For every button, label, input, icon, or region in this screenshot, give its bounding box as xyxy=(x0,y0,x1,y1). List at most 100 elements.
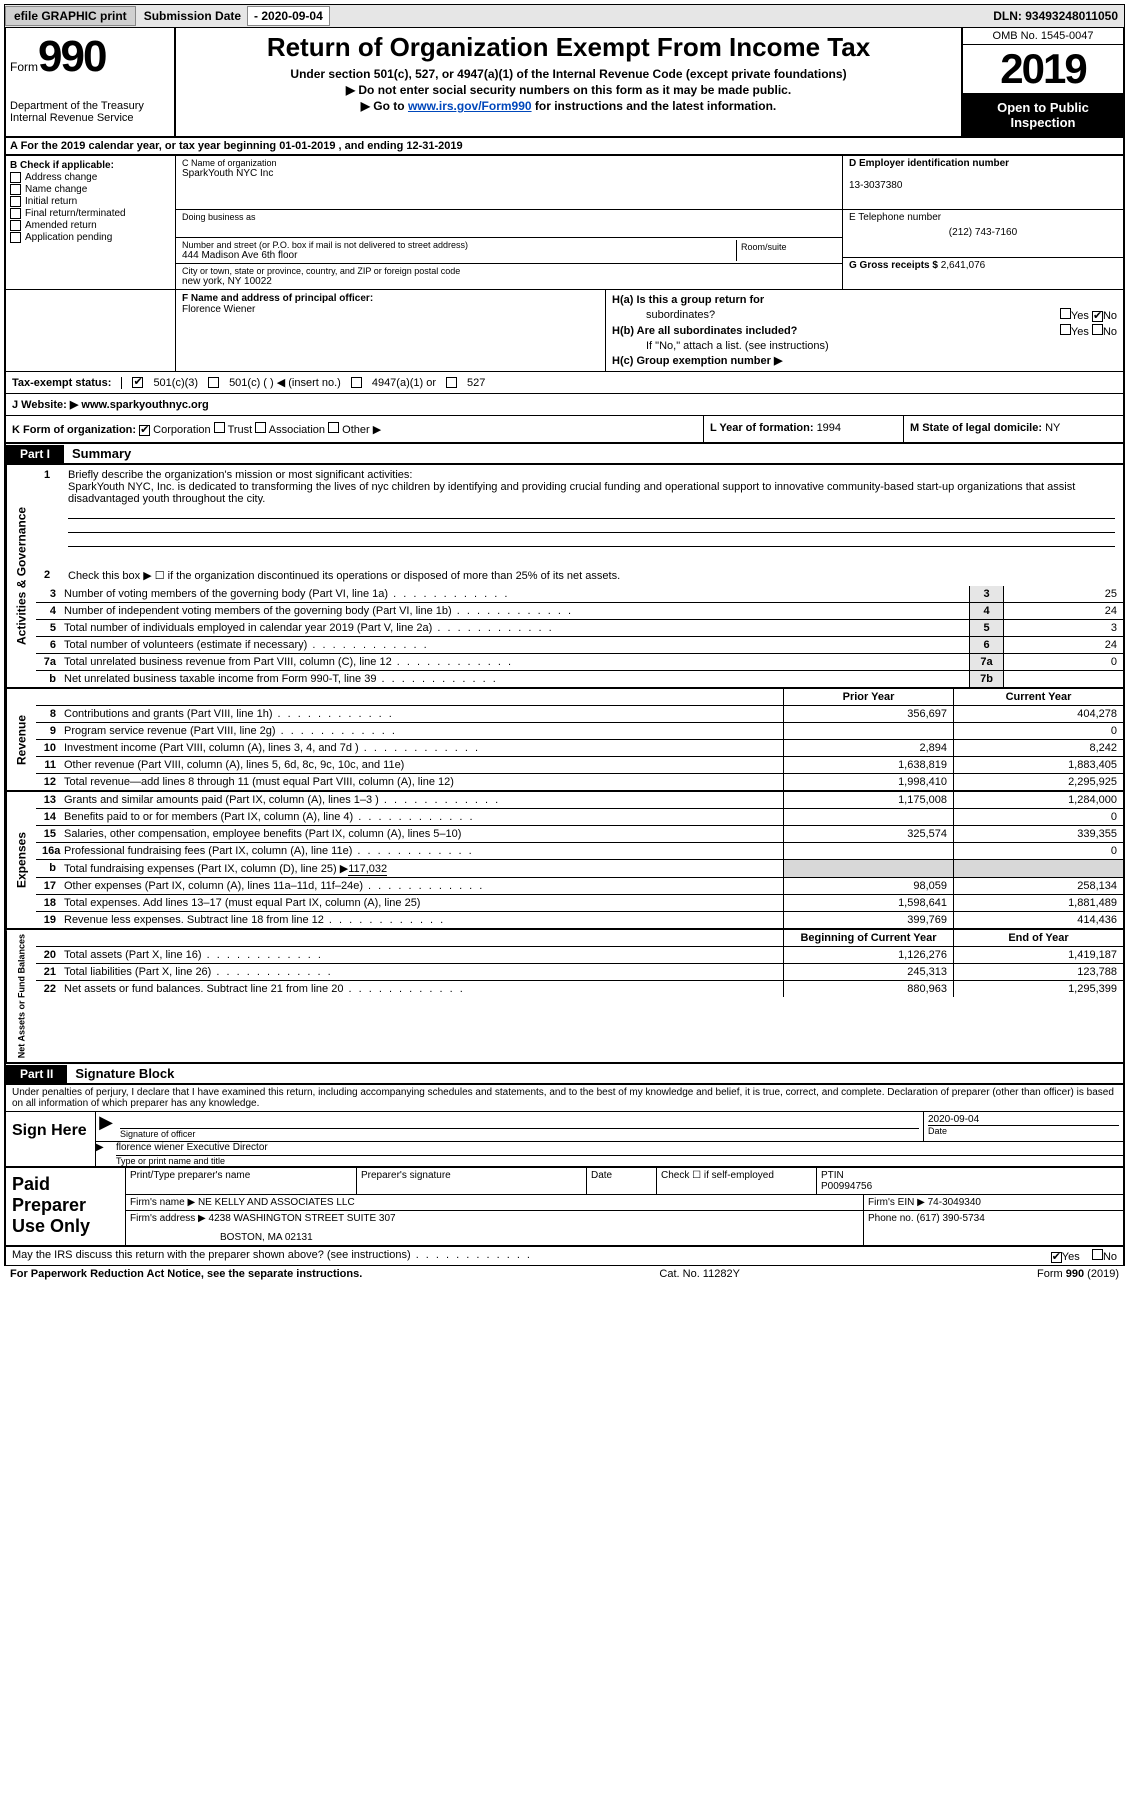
addr-label: Number and street (or P.O. box if mail i… xyxy=(182,240,736,250)
org-city: new york, NY 10022 xyxy=(182,276,836,287)
line14-curr: 0 xyxy=(953,809,1123,825)
form-title: Return of Organization Exempt From Incom… xyxy=(180,32,957,63)
checkbox-discuss-yes[interactable] xyxy=(1051,1252,1062,1263)
line19-curr: 414,436 xyxy=(953,912,1123,928)
line16a-prior xyxy=(783,843,953,859)
part1-tag: Part I xyxy=(6,445,64,463)
signer-name: florence wiener Executive Director xyxy=(116,1142,1123,1153)
line8-label: Contributions and grants (Part VIII, lin… xyxy=(62,706,783,722)
firm-phone-label: Phone no. xyxy=(868,1213,916,1224)
form-word: Form xyxy=(10,60,38,74)
lbl-address-change: Address change xyxy=(25,172,97,183)
sign-here-label: Sign Here xyxy=(6,1112,96,1166)
line18-curr: 1,881,489 xyxy=(953,895,1123,911)
lbl-501c3: 501(c)(3) xyxy=(153,377,198,389)
line10-label: Investment income (Part VIII, column (A)… xyxy=(62,740,783,756)
checkbox-ha-no[interactable] xyxy=(1092,311,1103,322)
part2-title: Signature Block xyxy=(67,1064,182,1083)
hdr-end-year: End of Year xyxy=(953,930,1123,946)
side-activities-governance: Activities & Governance xyxy=(6,465,36,687)
line22-label: Net assets or fund balances. Subtract li… xyxy=(62,981,783,997)
checkbox-corp[interactable] xyxy=(139,425,150,436)
checkbox-hb-yes[interactable] xyxy=(1060,324,1071,335)
line9-prior xyxy=(783,723,953,739)
line21-label: Total liabilities (Part X, line 26) xyxy=(62,964,783,980)
form-number: 990 xyxy=(38,32,105,82)
i-label: Tax-exempt status: xyxy=(12,377,122,389)
line9-label: Program service revenue (Part VIII, line… xyxy=(62,723,783,739)
checkbox-amended[interactable] xyxy=(10,220,21,231)
line8-curr: 404,278 xyxy=(953,706,1123,722)
form-header: Form 990 Department of the Treasury Inte… xyxy=(4,28,1125,138)
checkbox-application-pending[interactable] xyxy=(10,232,21,243)
checkbox-other[interactable] xyxy=(328,422,339,433)
ptin-value: P00994756 xyxy=(821,1181,872,1192)
room-label: Room/suite xyxy=(736,240,836,261)
checkbox-hb-no[interactable] xyxy=(1092,324,1103,335)
arrow-icon: ▶ xyxy=(96,1112,116,1141)
firm-ein-label: Firm's EIN ▶ xyxy=(868,1197,928,1208)
hc-label: H(c) Group exemption number ▶ xyxy=(612,354,782,367)
part1-title: Summary xyxy=(64,444,139,463)
line19-prior: 399,769 xyxy=(783,912,953,928)
checkbox-address-change[interactable] xyxy=(10,172,21,183)
checkbox-name-change[interactable] xyxy=(10,184,21,195)
checkbox-assoc[interactable] xyxy=(255,422,266,433)
tel-value: (212) 743-7160 xyxy=(849,227,1117,238)
firm-name-label: Firm's name ▶ xyxy=(130,1197,198,1208)
checkbox-ha-yes[interactable] xyxy=(1060,308,1071,319)
dln: DLN: 93493248011050 xyxy=(987,7,1124,25)
line16b-prior xyxy=(783,860,953,877)
cat-no: Cat. No. 11282Y xyxy=(659,1268,740,1280)
line12-curr: 2,295,925 xyxy=(953,774,1123,790)
ein-value: 13-3037380 xyxy=(849,180,902,191)
line7a-value: 0 xyxy=(1003,654,1123,670)
line22-curr: 1,295,399 xyxy=(953,981,1123,997)
efile-print-button[interactable]: efile GRAPHIC print xyxy=(5,6,136,26)
checkbox-initial-return[interactable] xyxy=(10,196,21,207)
checkbox-501c3[interactable] xyxy=(132,377,143,388)
line16a-label: Professional fundraising fees (Part IX, … xyxy=(62,843,783,859)
firm-ein: 74-3049340 xyxy=(928,1197,981,1208)
f-label: F Name and address of principal officer: xyxy=(182,293,373,304)
lbl-527: 527 xyxy=(467,377,485,389)
irs-link[interactable]: www.irs.gov/Form990 xyxy=(408,99,532,113)
sig-officer-label: Signature of officer xyxy=(120,1128,919,1139)
checkbox-final-return[interactable] xyxy=(10,208,21,219)
pra-notice: For Paperwork Reduction Act Notice, see … xyxy=(10,1268,362,1280)
firm-phone: (617) 390-5734 xyxy=(916,1213,984,1224)
hdr-current-year: Current Year xyxy=(953,689,1123,705)
line20-curr: 1,419,187 xyxy=(953,947,1123,963)
section-b-checkboxes: B Check if applicable: Address change Na… xyxy=(6,156,176,289)
line10-prior: 2,894 xyxy=(783,740,953,756)
l-label: L Year of formation: xyxy=(710,422,817,434)
checkbox-discuss-no[interactable] xyxy=(1092,1249,1103,1260)
type-name-label: Type or print name and title xyxy=(116,1155,1123,1166)
line2-label: Check this box ▶ ☐ if the organization d… xyxy=(68,569,620,582)
hdr-prior-year: Prior Year xyxy=(783,689,953,705)
checkbox-trust[interactable] xyxy=(214,422,225,433)
website: www.sparkyouthnyc.org xyxy=(81,399,208,411)
line7b-value xyxy=(1003,671,1123,687)
line12-label: Total revenue—add lines 8 through 11 (mu… xyxy=(62,774,783,790)
firm-name: NE KELLY AND ASSOCIATES LLC xyxy=(198,1197,355,1208)
line13-label: Grants and similar amounts paid (Part IX… xyxy=(62,792,783,808)
org-name: SparkYouth NYC Inc xyxy=(182,168,836,179)
line20-prior: 1,126,276 xyxy=(783,947,953,963)
row-a-tax-year: A For the 2019 calendar year, or tax yea… xyxy=(4,138,1125,156)
paid-preparer-label: Paid Preparer Use Only xyxy=(6,1168,126,1245)
org-address: 444 Madison Ave 6th floor xyxy=(182,250,736,261)
m-label: M State of legal domicile: xyxy=(910,422,1045,434)
line18-prior: 1,598,641 xyxy=(783,895,953,911)
mission-text: SparkYouth NYC, Inc. is dedicated to tra… xyxy=(68,481,1115,505)
checkbox-4947[interactable] xyxy=(351,377,362,388)
line14-prior xyxy=(783,809,953,825)
line4-label: Number of independent voting members of … xyxy=(62,603,969,619)
checkbox-501c[interactable] xyxy=(208,377,219,388)
line8-prior: 356,697 xyxy=(783,706,953,722)
mission-line-blank xyxy=(68,505,1115,519)
submission-date: - 2020-09-04 xyxy=(247,6,330,26)
checkbox-527[interactable] xyxy=(446,377,457,388)
hb-note: If "No," attach a list. (see instruction… xyxy=(646,340,1117,352)
line7a-label: Total unrelated business revenue from Pa… xyxy=(62,654,969,670)
